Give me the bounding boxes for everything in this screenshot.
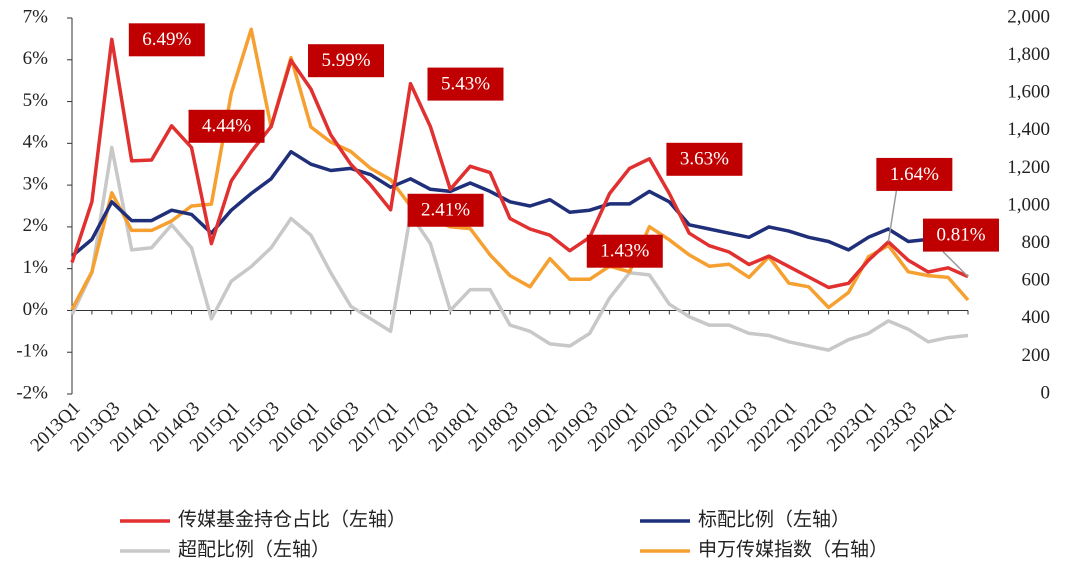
value-label-box: [188, 109, 265, 143]
value-label-box: [876, 157, 953, 191]
series-line: [70, 37, 969, 290]
y-tick-label: 6%: [23, 48, 49, 69]
value-label-box: [407, 193, 484, 227]
legend-label: 标配比例（左轴）: [698, 508, 850, 530]
value-label-box: [923, 218, 999, 252]
y2-tick-label: 400: [1022, 307, 1051, 328]
y-tick-label: 5%: [23, 90, 49, 111]
value-label: 6.49%: [142, 29, 191, 50]
y2-tick-label: 0: [1041, 382, 1051, 403]
series-line: [70, 145, 969, 352]
value-label: 1.43%: [600, 241, 649, 262]
value-label-box: [586, 234, 663, 268]
series-line: [70, 27, 970, 311]
y2-tick-label: 1,400: [1007, 119, 1050, 140]
y2-tick-label: 1,600: [1007, 82, 1050, 103]
y2-tick-label: 1,000: [1007, 194, 1050, 215]
y2-tick-label: 1,200: [1007, 157, 1050, 178]
y-tick-label: 4%: [23, 132, 49, 153]
value-label: 5.43%: [441, 73, 490, 94]
y-tick-label: 2%: [23, 215, 49, 236]
value-label-box: [666, 142, 743, 176]
value-label-box: [427, 67, 504, 101]
y-tick-label: -2%: [16, 382, 48, 403]
leader-line: [942, 251, 969, 278]
value-label: 3.63%: [680, 149, 729, 170]
y2-tick-label: 600: [1022, 270, 1051, 291]
value-label: 4.44%: [202, 116, 251, 137]
y-tick-label: 1%: [23, 257, 49, 278]
value-label: 2.41%: [421, 200, 470, 221]
legend-label: 传媒基金持仓占比（左轴）: [178, 508, 406, 530]
value-label: 0.81%: [936, 224, 985, 245]
series-line: [70, 149, 969, 258]
y2-tick-label: 200: [1022, 345, 1051, 366]
y2-tick-label: 2,000: [1007, 6, 1050, 27]
legend-label: 超配比例（左轴）: [178, 538, 330, 560]
y-tick-label: -1%: [16, 341, 48, 362]
y-tick-label: 0%: [23, 299, 49, 320]
y-tick-label: 3%: [23, 173, 49, 194]
leader-line: [887, 190, 898, 243]
y2-tick-label: 800: [1022, 232, 1051, 253]
value-label-box: [308, 44, 385, 78]
y2-tick-label: 1,800: [1007, 44, 1050, 65]
y-tick-label: 7%: [23, 6, 49, 27]
value-label-box: [128, 23, 205, 57]
legend-label: 申万传媒指数（右轴）: [698, 538, 888, 560]
value-label: 5.99%: [321, 50, 370, 71]
value-label: 1.64%: [890, 164, 939, 185]
